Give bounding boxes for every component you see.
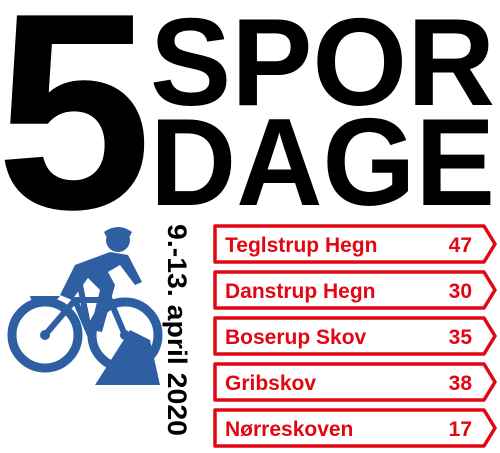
cyclist-icon xyxy=(7,227,163,385)
trail-distance: 38 xyxy=(449,372,473,395)
trail-distance: 47 xyxy=(449,234,472,257)
trail-name: Nørreskoven xyxy=(225,418,353,441)
trail-distance: 30 xyxy=(449,280,472,303)
trail-sign xyxy=(213,270,497,310)
trail-distance: 35 xyxy=(449,326,473,349)
trail-name: Boserup Skov xyxy=(225,326,367,349)
trail-name: Danstrup Hegn xyxy=(225,280,376,303)
logo-line: SPOR xyxy=(150,0,495,132)
trail-distance: 17 xyxy=(449,418,472,441)
dates: 9.-13. april 2020 xyxy=(162,224,192,436)
trail-sign xyxy=(213,316,497,356)
trail-sign xyxy=(213,224,497,264)
logo-line: DAGE xyxy=(150,94,495,232)
trail-name: Teglstrup Hegn xyxy=(225,234,377,257)
trail-sign xyxy=(213,362,497,402)
trail-name: Gribskov xyxy=(225,372,316,395)
trail-sign xyxy=(213,408,497,448)
big-number: 5 xyxy=(0,0,152,268)
